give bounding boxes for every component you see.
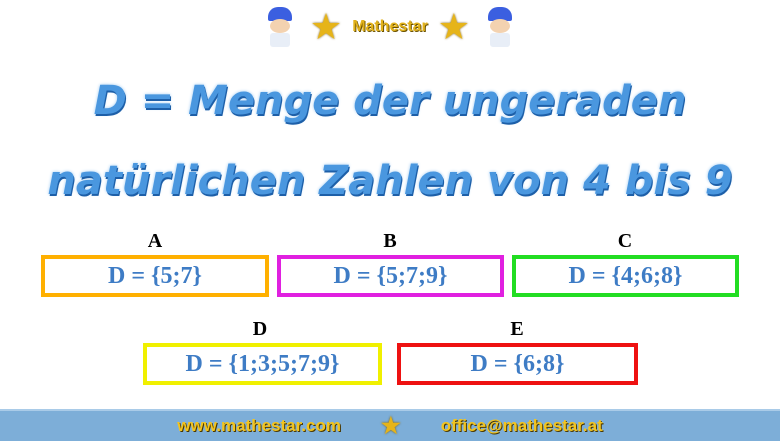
question-title-line1: D = Menge der ungeraden: [93, 78, 687, 124]
option-c[interactable]: D = {4;6;8}: [512, 255, 739, 297]
option-a[interactable]: D = {5;7}: [41, 255, 269, 297]
website-link[interactable]: www.mathestar.com: [177, 416, 341, 435]
star-icon: ★: [380, 413, 401, 438]
option-b[interactable]: D = {5;7;9}: [277, 255, 504, 297]
star-icon: ★: [309, 7, 343, 47]
star-icon: ★: [437, 7, 471, 47]
option-b-label: B: [383, 230, 397, 252]
footer: www.mathestar.com ★ office@mathestar.at: [0, 409, 780, 441]
option-c-label: C: [617, 230, 633, 252]
option-a-label: A: [147, 230, 163, 252]
wizard-icon: [260, 5, 300, 49]
email-link[interactable]: office@mathestar.at: [440, 416, 603, 435]
option-e-label: E: [510, 318, 524, 340]
brand-name: Mathestar: [352, 18, 428, 35]
option-d[interactable]: D = {1;3;5;7;9}: [143, 343, 382, 385]
question-title-line2: natürlichen Zahlen von 4 bis 9: [47, 158, 733, 204]
mathestar-logo: ★ Mathestar ★: [0, 4, 780, 50]
option-d-label: D: [252, 318, 268, 340]
wizard-icon: [480, 5, 520, 49]
option-e[interactable]: D = {6;8}: [397, 343, 638, 385]
